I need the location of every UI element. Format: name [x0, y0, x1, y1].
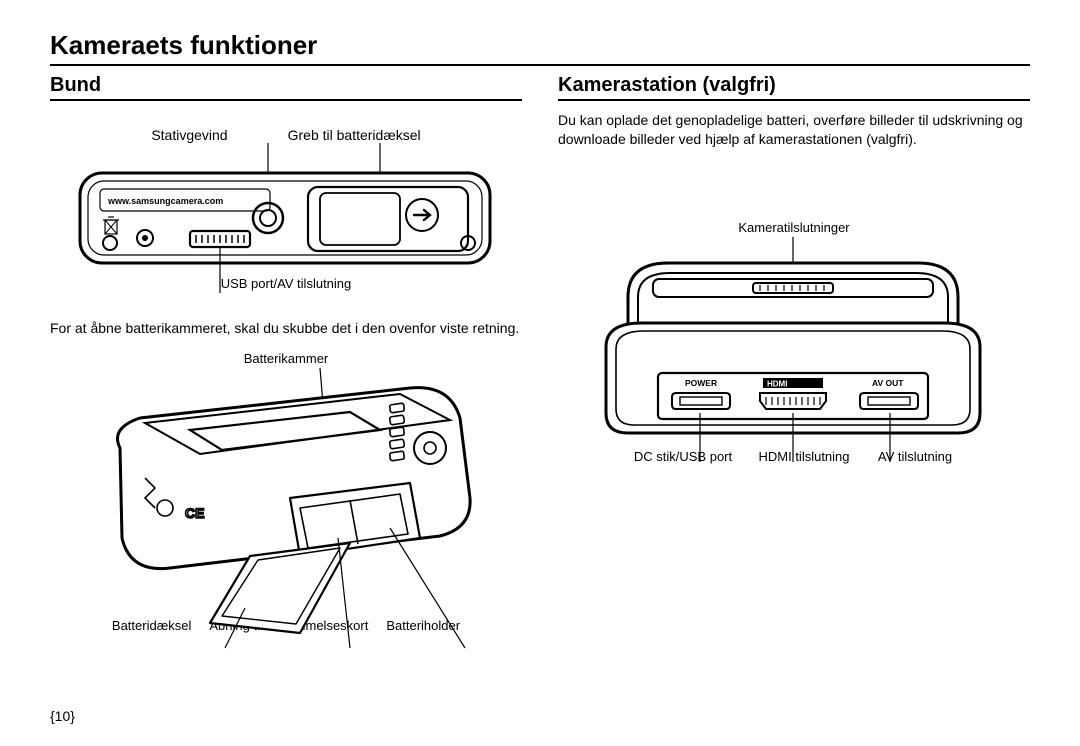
svg-text:CE: CE: [185, 505, 204, 521]
label-battery-chamber: Batterikammer: [244, 351, 329, 366]
fig1-camera-bottom: www.samsungcamera.com: [50, 143, 522, 293]
port-power-label: POWER: [685, 378, 717, 388]
hdmi-logo-icon: HDMI: [763, 378, 823, 389]
left-column: Bund Stativgevind Greb til batteridæksel: [50, 74, 522, 633]
label-camera-connectors: Kameratilslutninger: [738, 220, 849, 235]
label-tripod: Stativgevind: [151, 127, 227, 143]
manual-page: Kameraets funktioner Bund Stativgevind G…: [0, 0, 1080, 746]
page-number: {10}: [50, 708, 75, 724]
camera-bottom-svg: www.samsungcamera.com: [50, 143, 520, 318]
cradle-svg: POWER HDMI: [558, 237, 1028, 517]
cradle-intro: Du kan oplade det genopladelige batteri,…: [558, 111, 1030, 149]
fig2-camera-iso: CE: [50, 368, 522, 628]
camera-iso-svg: CE: [50, 368, 520, 658]
fig1-top-labels: Stativgevind Greb til batteridæksel: [50, 127, 522, 143]
camera-url-text: www.samsungcamera.com: [107, 196, 223, 206]
page-title: Kameraets funktioner: [50, 30, 1030, 66]
right-heading: Kamerastation (valgfri): [558, 74, 1030, 101]
fig-cradle: POWER HDMI: [558, 237, 1030, 497]
label-battery-grip: Greb til batteridæksel: [288, 127, 421, 143]
open-battery-note: For at åbne batterikammeret, skal du sku…: [50, 319, 522, 338]
svg-text:HDMI: HDMI: [767, 379, 787, 388]
left-heading: Bund: [50, 74, 522, 101]
port-avout-label: AV OUT: [872, 378, 904, 388]
right-column: Kamerastation (valgfri) Du kan oplade de…: [558, 74, 1030, 633]
two-columns: Bund Stativgevind Greb til batteridæksel: [50, 74, 1030, 633]
